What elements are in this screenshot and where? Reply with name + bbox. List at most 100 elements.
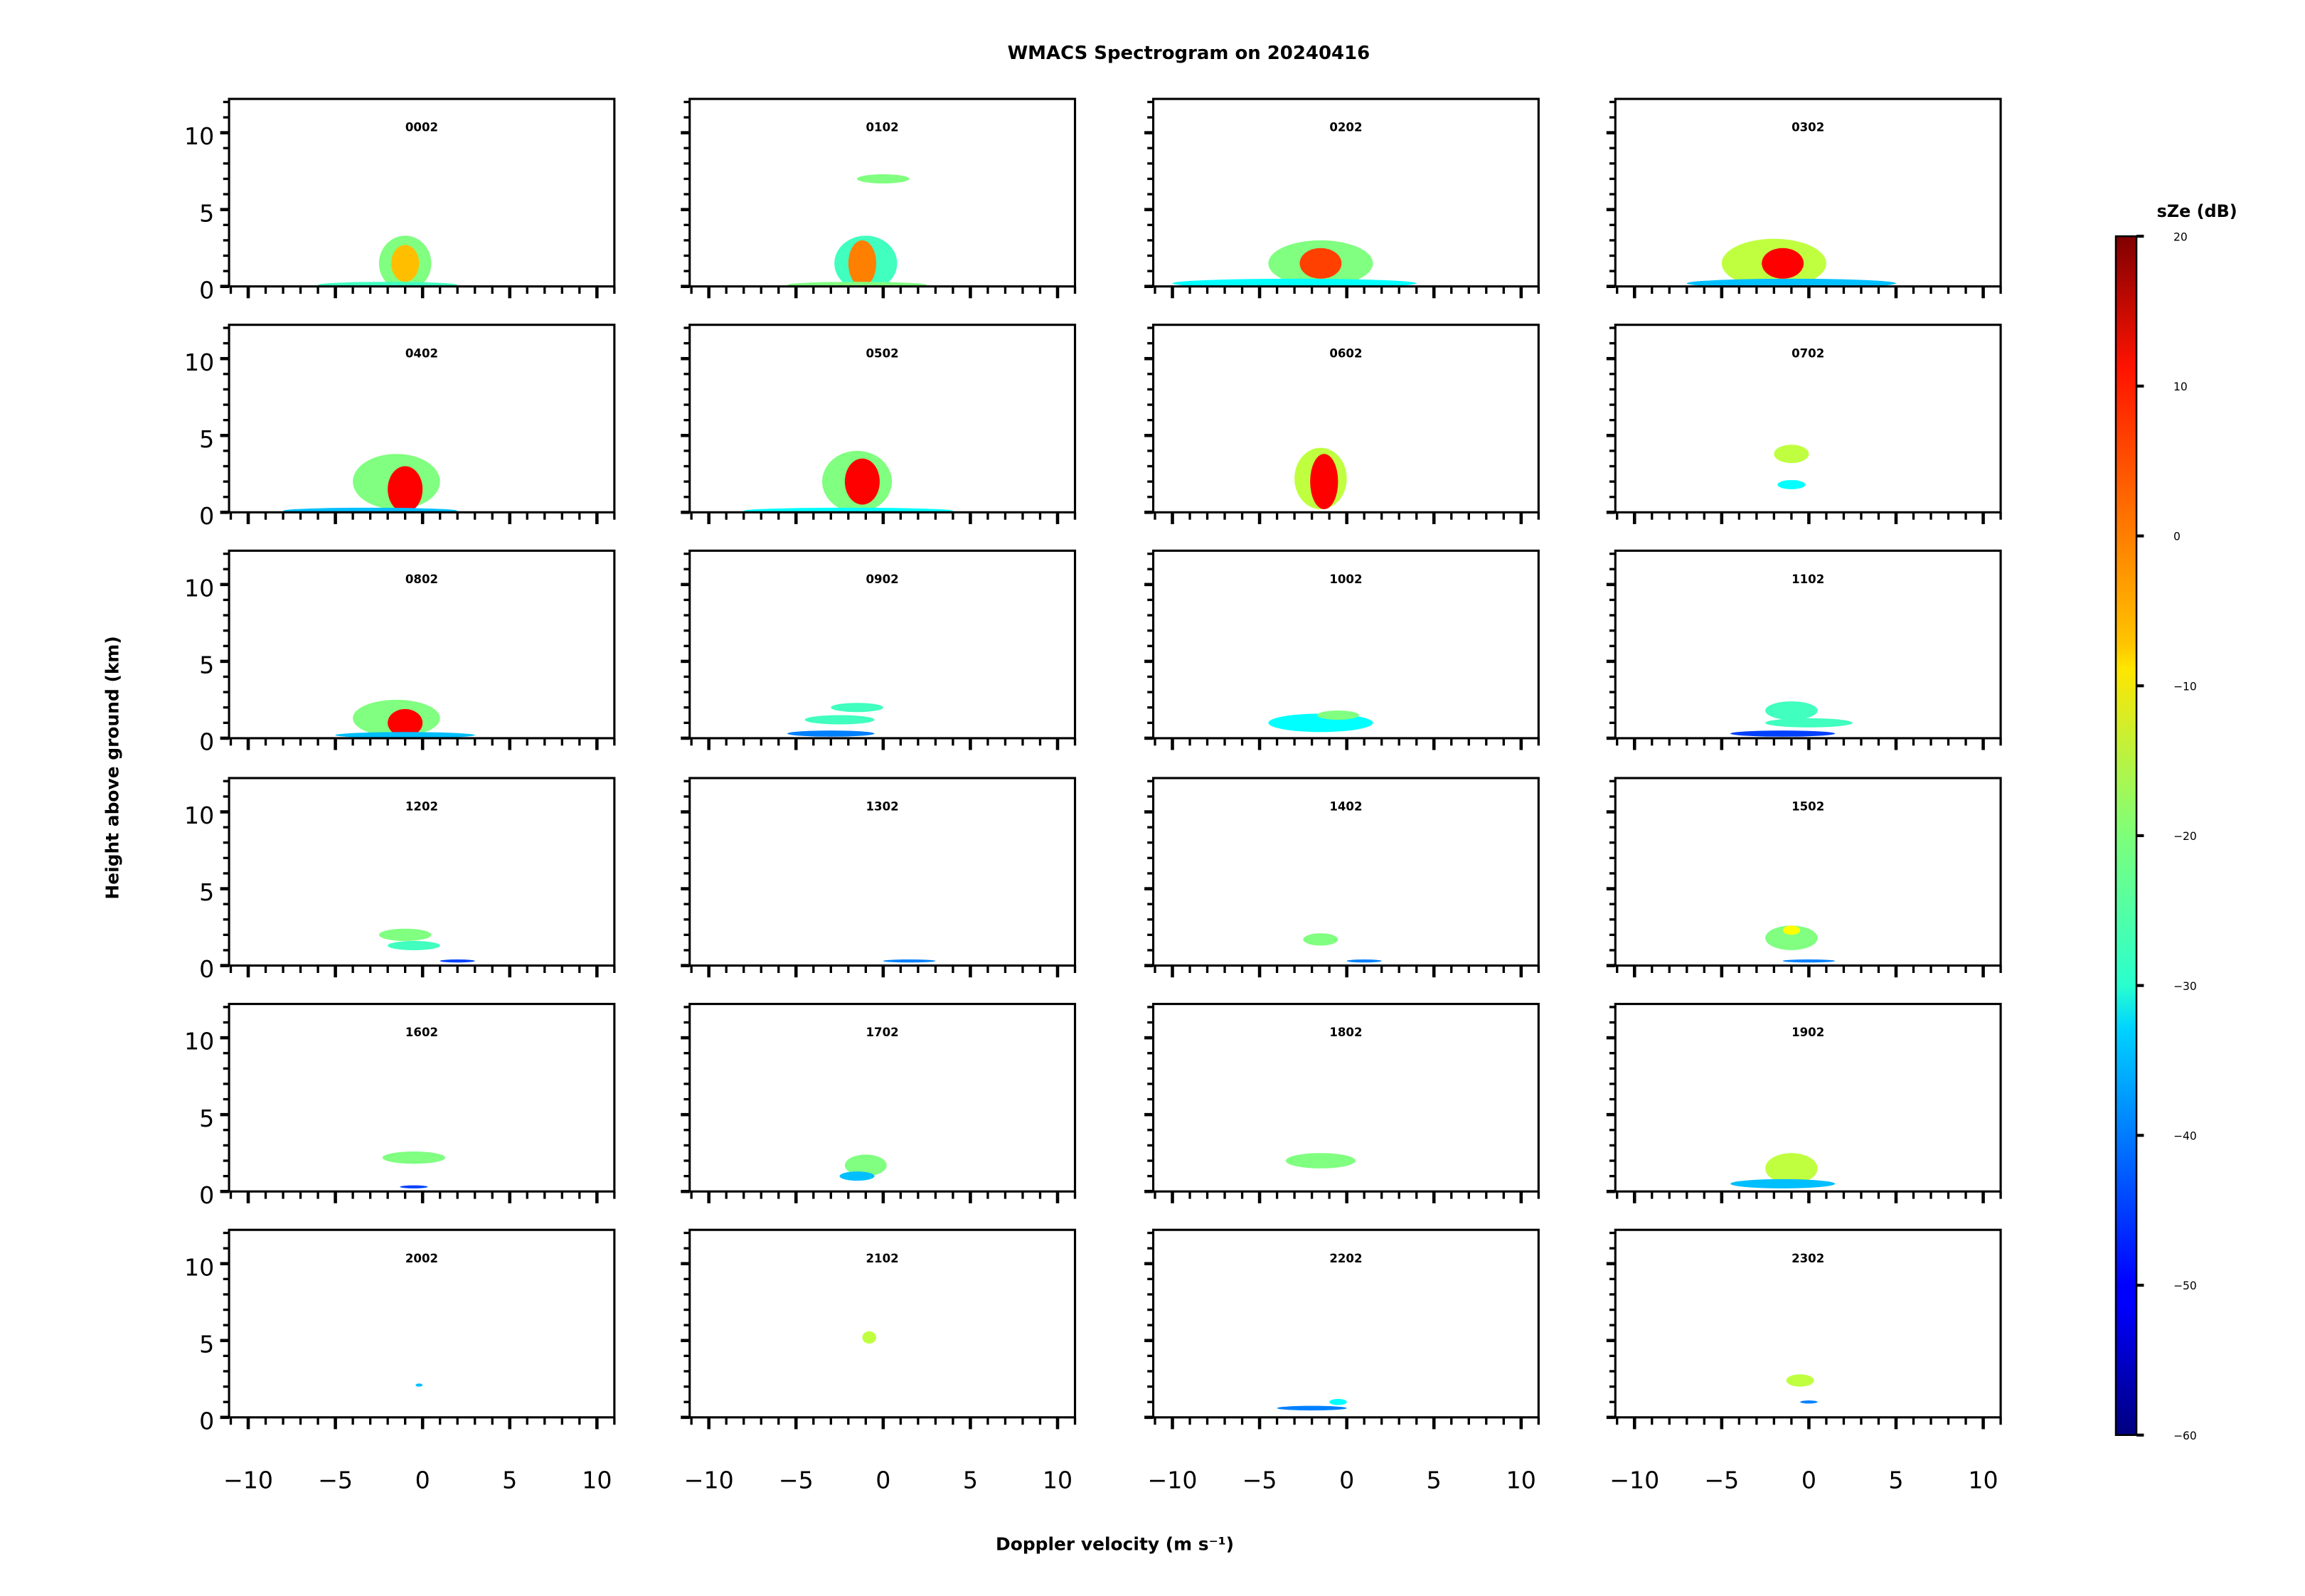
colorbar-tick-label: 20	[2173, 230, 2188, 243]
y-tick-label: 0	[199, 276, 214, 304]
panel-time-label: 1102	[1792, 573, 1824, 586]
panel-data	[1268, 711, 1373, 733]
spectrogram-panel: 0602	[1144, 324, 1540, 524]
y-tick-label: 10	[184, 574, 214, 602]
panel-time-label: 0002	[405, 121, 438, 134]
colorbar-tick-label: 0	[2173, 531, 2181, 543]
panel-time-label: 1202	[405, 800, 438, 814]
reflectivity-blob	[1782, 959, 1836, 963]
y-tick-label: 5	[199, 425, 214, 453]
x-tick-label: 5	[502, 1466, 517, 1494]
y-tick-label: 0	[199, 502, 214, 530]
panel-data	[743, 450, 953, 513]
panel-time-label: 1502	[1792, 800, 1824, 814]
panel-grid: 0002 0 5 10 0102 0202 0302 0402 0 5 10 0502 0602 0702…	[184, 97, 2002, 1494]
colorbar-tick-label: −50	[2173, 1280, 2197, 1292]
spectrogram-panel: 1102	[1606, 549, 2002, 750]
x-tick-label: −10	[1609, 1466, 1659, 1494]
spectrogram-panel: 0002 0 5 10	[184, 97, 616, 304]
x-tick-label: 0	[1339, 1466, 1354, 1494]
panel-data	[1686, 238, 1896, 287]
spectrogram-panel: 1502	[1606, 777, 2002, 978]
reflectivity-blob	[388, 708, 423, 737]
reflectivity-blob	[378, 928, 432, 942]
y-tick-label: 5	[199, 1330, 214, 1358]
reflectivity-blob	[883, 959, 936, 963]
reflectivity-blob	[400, 1185, 428, 1188]
reflectivity-blob	[1782, 925, 1801, 935]
reflectivity-blob	[787, 730, 875, 737]
spectrogram-panel: 2302 −10 −5 0 5 10	[1606, 1228, 2002, 1494]
reflectivity-blob	[1765, 718, 1853, 728]
spectrogram-panel: 1602 0 5 10	[184, 1003, 616, 1209]
reflectivity-blob	[844, 458, 880, 505]
y-tick-label: 10	[184, 1028, 214, 1055]
spectrogram-panel: 1902	[1606, 1003, 2002, 1203]
panel-data	[318, 235, 458, 287]
panel-time-label: 1402	[1329, 800, 1362, 814]
panel-time-label: 0902	[866, 573, 899, 586]
reflectivity-blob	[1765, 925, 1818, 951]
reflectivity-blob	[1277, 1405, 1347, 1411]
spectrogram-panel: 0902	[681, 549, 1077, 750]
reflectivity-blob	[440, 959, 475, 963]
panel-time-label: 0802	[405, 573, 438, 586]
panel-data	[787, 703, 883, 737]
reflectivity-blob	[1800, 1400, 1818, 1404]
panel-time-label: 2202	[1329, 1252, 1362, 1265]
y-tick-label: 5	[199, 1105, 214, 1132]
x-tick-label: 5	[1427, 1466, 1442, 1494]
spectrogram-panel: 1002	[1144, 549, 1540, 750]
spectrogram-panel: 1802	[1144, 1003, 1540, 1203]
x-tick-label: 0	[875, 1466, 890, 1494]
reflectivity-blob	[1730, 730, 1836, 737]
reflectivity-blob	[1172, 278, 1417, 287]
reflectivity-blob	[844, 1154, 887, 1176]
reflectivity-blob	[335, 732, 475, 738]
reflectivity-blob	[804, 715, 875, 725]
reflectivity-blob	[743, 507, 953, 513]
panel-data	[1765, 925, 1836, 963]
x-tick-label: 0	[1801, 1466, 1816, 1494]
panel-data	[1172, 240, 1417, 287]
spectrogram-panel: 2202 −10 −5 0 5 10	[1144, 1228, 1540, 1494]
colorbar-label: sZe (dB)	[2157, 201, 2237, 221]
reflectivity-blob	[1730, 1179, 1836, 1188]
panel-time-label: 1302	[866, 800, 899, 814]
panel-data	[335, 699, 475, 738]
reflectivity-blob	[862, 1331, 877, 1344]
spectrogram-panel: 0502	[681, 324, 1077, 524]
x-tick-label: 10	[1968, 1466, 1998, 1494]
x-tick-label: 0	[415, 1466, 430, 1494]
panel-data	[1786, 1374, 1818, 1404]
spectrogram-panel: 0402 0 5 10	[184, 324, 616, 530]
reflectivity-blob	[283, 507, 458, 513]
reflectivity-blob	[848, 240, 877, 287]
y-tick-label: 0	[199, 1407, 214, 1435]
reflectivity-blob	[318, 282, 458, 287]
panel-time-label: 0102	[866, 121, 899, 134]
reflectivity-blob	[1285, 1153, 1356, 1169]
y-tick-label: 0	[199, 1181, 214, 1209]
panel-time-label: 2302	[1792, 1252, 1824, 1265]
y-tick-label: 10	[184, 1253, 214, 1281]
colorbar-tick-label: 10	[2173, 381, 2188, 393]
spectrogram-panel: 1202 0 5 10	[184, 777, 616, 983]
x-tick-label: −10	[684, 1466, 734, 1494]
panel-time-label: 0202	[1329, 121, 1362, 134]
panel-time-label: 0702	[1792, 346, 1824, 360]
reflectivity-blob	[388, 466, 423, 513]
panel-data	[415, 1383, 423, 1387]
figure-title: WMACS Spectrogram on 20240416	[1008, 43, 1370, 64]
reflectivity-blob	[1303, 933, 1338, 946]
x-tick-label: 10	[1506, 1466, 1536, 1494]
panel-data	[1774, 445, 1809, 489]
panel-data	[1730, 701, 1853, 737]
panel-time-label: 0602	[1329, 346, 1362, 360]
panel-time-label: 0402	[405, 346, 438, 360]
reflectivity-blob	[1299, 248, 1342, 279]
spectrogram-panel: 0202	[1144, 97, 1540, 299]
x-tick-label: −5	[1242, 1466, 1277, 1494]
spectrogram-panel: 1702	[681, 1003, 1077, 1203]
x-tick-label: 5	[1888, 1466, 1903, 1494]
